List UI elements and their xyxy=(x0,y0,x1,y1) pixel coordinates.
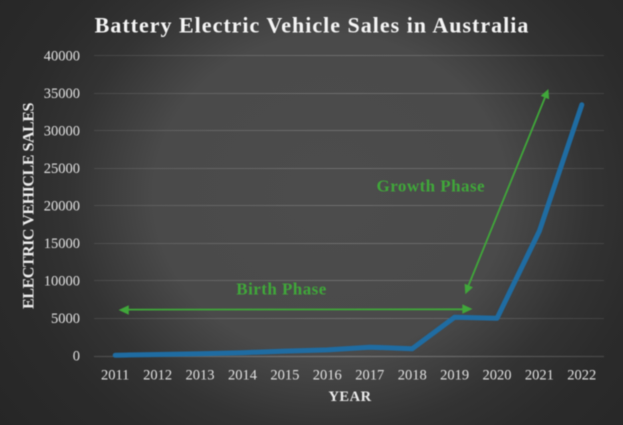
svg-text:10000: 10000 xyxy=(44,274,80,290)
svg-text:2014: 2014 xyxy=(228,368,258,384)
svg-text:2018: 2018 xyxy=(398,368,427,384)
svg-text:2022: 2022 xyxy=(567,368,596,384)
svg-text:25000: 25000 xyxy=(44,161,80,177)
svg-text:40000: 40000 xyxy=(44,48,80,64)
svg-text:Birth Phase: Birth Phase xyxy=(236,279,326,298)
svg-text:2012: 2012 xyxy=(143,368,172,384)
svg-text:20000: 20000 xyxy=(44,199,80,215)
svg-text:15000: 15000 xyxy=(44,236,80,252)
svg-text:Battery Electric Vehicle Sales: Battery Electric Vehicle Sales in Austra… xyxy=(95,12,530,37)
svg-text:2019: 2019 xyxy=(440,368,469,384)
svg-text:2016: 2016 xyxy=(313,368,342,384)
svg-text:30000: 30000 xyxy=(44,123,80,139)
svg-text:0: 0 xyxy=(73,349,80,365)
svg-text:YEAR: YEAR xyxy=(328,389,371,405)
svg-text:2017: 2017 xyxy=(355,368,384,384)
svg-text:2020: 2020 xyxy=(483,368,512,384)
svg-text:35000: 35000 xyxy=(44,86,80,102)
svg-text:5000: 5000 xyxy=(51,311,80,327)
svg-text:ELECTRIC VEHICLE SALES: ELECTRIC VEHICLE SALES xyxy=(21,103,38,309)
svg-text:2011: 2011 xyxy=(101,368,129,384)
svg-text:2021: 2021 xyxy=(525,368,554,384)
svg-text:2015: 2015 xyxy=(270,368,299,384)
svg-text:Growth Phase: Growth Phase xyxy=(377,177,486,196)
svg-text:2013: 2013 xyxy=(186,368,215,384)
